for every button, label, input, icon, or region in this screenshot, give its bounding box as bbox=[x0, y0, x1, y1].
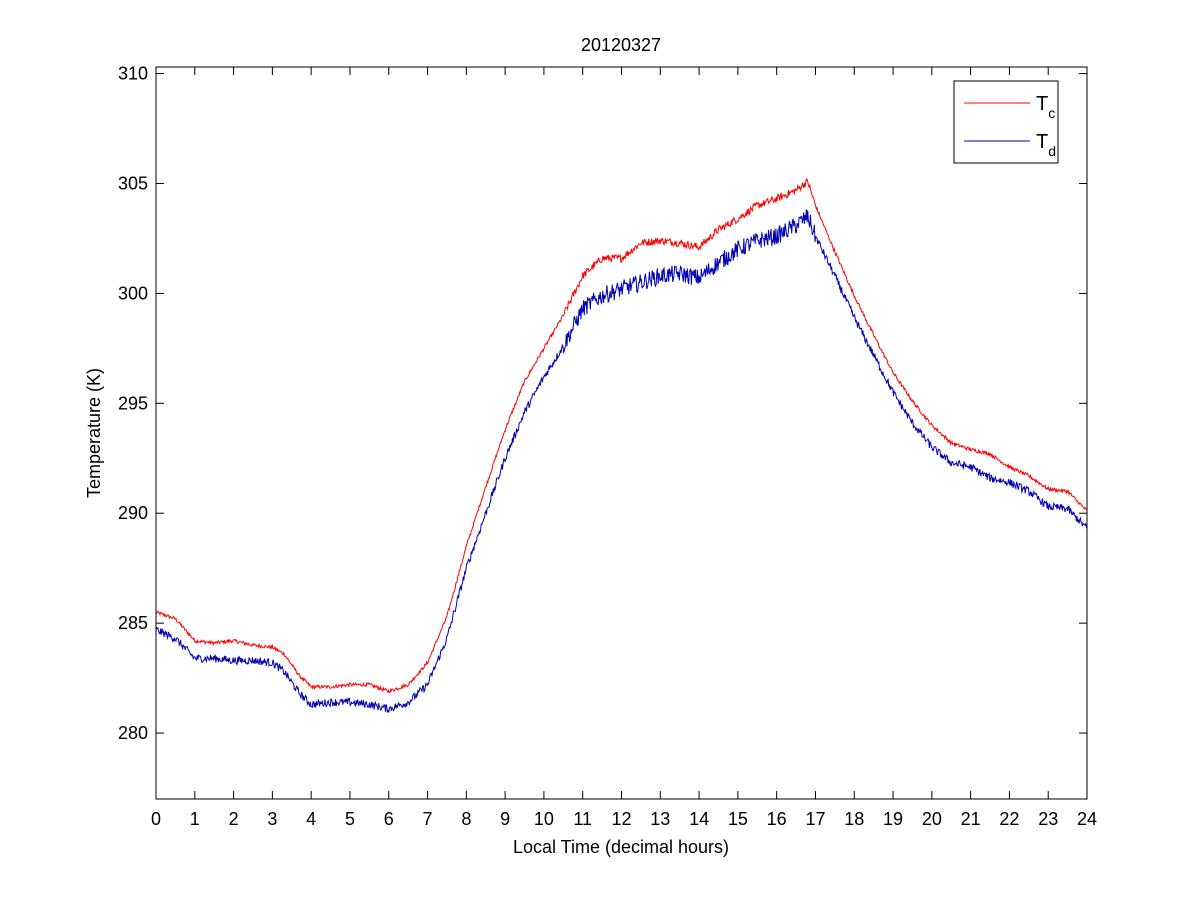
x-tick-label: 17 bbox=[805, 809, 825, 829]
x-tick-label: 10 bbox=[534, 809, 554, 829]
x-tick-label: 22 bbox=[999, 809, 1019, 829]
x-tick-label: 11 bbox=[573, 809, 592, 829]
y-tick-label: 295 bbox=[118, 393, 148, 413]
x-tick-label: 7 bbox=[423, 809, 433, 829]
y-tick-label: 285 bbox=[118, 613, 148, 633]
x-tick-label: 13 bbox=[650, 809, 670, 829]
x-axis-label: Local Time (decimal hours) bbox=[513, 837, 729, 857]
y-tick-label: 290 bbox=[118, 503, 148, 523]
y-tick-label: 300 bbox=[118, 283, 148, 303]
x-tick-label: 18 bbox=[844, 809, 864, 829]
series-line-tc bbox=[155, 178, 1088, 694]
x-tick-label: 8 bbox=[461, 809, 471, 829]
chart-title: 20120327 bbox=[581, 35, 661, 55]
x-tick-label: 20 bbox=[922, 809, 942, 829]
plot-area bbox=[156, 67, 1087, 799]
x-tick-label: 5 bbox=[345, 809, 355, 829]
x-tick-label: 1 bbox=[190, 809, 200, 829]
x-tick-label: 19 bbox=[883, 809, 903, 829]
x-tick-label: 6 bbox=[384, 809, 394, 829]
series-layer bbox=[155, 178, 1088, 713]
x-tick-label: 12 bbox=[611, 809, 631, 829]
legend-label-td: Td bbox=[1036, 131, 1056, 159]
x-tick-label: 9 bbox=[500, 809, 510, 829]
x-tick-label: 16 bbox=[767, 809, 787, 829]
legend-box bbox=[953, 80, 1059, 164]
y-tick-label: 305 bbox=[118, 174, 148, 194]
x-tick-label: 21 bbox=[961, 809, 981, 829]
x-tick-label: 15 bbox=[728, 809, 748, 829]
x-tick-label: 0 bbox=[151, 809, 161, 829]
x-tick-label: 3 bbox=[267, 809, 277, 829]
x-tick-label: 24 bbox=[1077, 809, 1097, 829]
x-tick-label: 2 bbox=[229, 809, 239, 829]
legend-label-tc: Tc bbox=[1036, 93, 1055, 121]
legend: Tc Td bbox=[953, 80, 1059, 164]
x-tick-label: 4 bbox=[306, 809, 316, 829]
x-tick-label: 23 bbox=[1038, 809, 1058, 829]
x-tick-label: 14 bbox=[689, 809, 709, 829]
y-axis-label: Temperature (K) bbox=[84, 368, 104, 498]
y-tick-label: 280 bbox=[118, 723, 148, 743]
series-line-td bbox=[155, 209, 1088, 713]
y-tick-label: 310 bbox=[118, 64, 148, 84]
ticks-layer: 0 1 2 3 4 5 6 7 8 9 10 11 12 13 14 15 16 17 18 19 20 21 22 23 24… bbox=[118, 64, 1097, 829]
